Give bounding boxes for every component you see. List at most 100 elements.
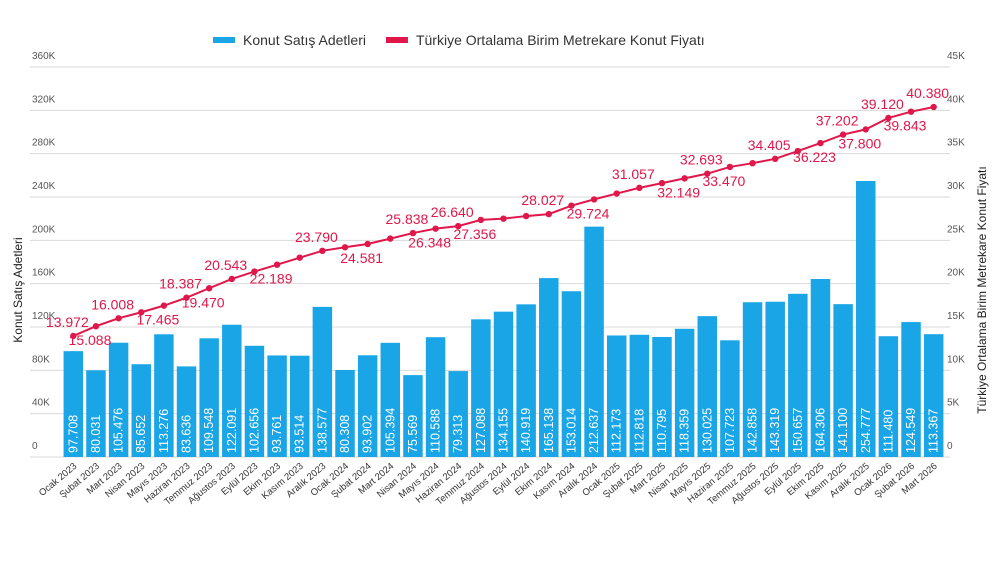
bar-value-label: 140.919 [519,408,533,453]
line-point [658,179,666,187]
bar [380,342,401,457]
bar-value-label: 111.480 [881,410,895,453]
y-axis-title: Konut Satış Adetleri [11,237,25,342]
line-value-label: 22.189 [250,271,293,287]
bar-value-label: 112.173 [610,409,624,453]
legend-swatch [385,37,408,43]
line-point [681,175,688,182]
y-tick-label: 280K [32,138,56,149]
line-point [296,254,303,261]
line-point [183,294,190,301]
line-value-label: 16.008 [91,296,134,312]
bar-value-label: 141.100 [836,408,850,453]
line-value-label: 39.120 [861,96,904,112]
bar-value-label: 212.637 [587,408,601,453]
bar-value-label: 142.858 [746,408,760,453]
line-point [522,212,530,220]
bar-value-label: 124.549 [904,408,918,453]
y-tick-label: 80K [32,354,50,365]
line-value-label: 26.348 [408,235,451,251]
bar [63,351,84,457]
line-point [92,323,100,330]
bar [856,180,876,457]
bar-value-label: 75.569 [406,415,420,453]
bar [154,334,174,457]
line-value-label: 32.693 [680,152,723,168]
bar [108,342,129,457]
bar-value-label: 118.359 [678,409,692,453]
bar [267,355,287,457]
line-value-label: 40.380 [906,85,949,101]
y-tick-label: 360K [32,51,56,62]
bar [493,311,514,457]
bar-value-label: 143.319 [768,408,782,453]
y2-tick-label: 5K [947,398,960,409]
bar [471,319,491,457]
line-point [251,268,258,275]
bar [833,304,853,457]
line-point [930,103,937,111]
bar [289,355,310,457]
line-point [545,210,552,218]
line-value-label: 23.790 [295,229,338,245]
bar-value-label: 105.394 [383,408,397,453]
y2-tick-label: 35K [947,138,965,149]
line-value-label: 34.405 [748,137,791,153]
y-tick-label: 0 [32,441,38,452]
bar [606,335,627,457]
y2-tick-label: 10K [947,354,965,365]
bar-value-label: 102.656 [247,408,261,453]
line-point [613,190,620,197]
bar [86,370,106,457]
line-point [590,196,598,203]
bar-value-label: 130.025 [700,408,714,453]
line-point [319,247,326,255]
bar [199,338,219,457]
bar [697,316,718,457]
bar-value-label: 254.777 [859,408,873,453]
bar [901,322,921,457]
line-value-label: 28.027 [521,192,564,208]
bar-value-label: 93.902 [361,415,375,453]
y2-tick-label: 30K [947,181,965,192]
line-value-label: 36.223 [793,149,836,165]
line-point [568,202,575,209]
y2-tick-label: 20K [947,268,965,279]
y2-tick-label: 45K [947,51,965,62]
bar-value-label: 110.795 [655,409,669,453]
bar [765,301,785,457]
line-point [817,139,824,147]
legend-label: Türkiye Ortalama Birim Metrekare Konut F… [416,32,705,48]
y-tick-label: 40K [32,398,50,409]
bar-value-label: 122.091 [225,408,239,453]
bar-value-label: 83.636 [180,415,194,453]
line-point [432,225,439,232]
bar [674,328,695,457]
bar-value-label: 85.652 [134,415,148,453]
bar [720,340,740,457]
bar [131,364,151,457]
line-point [771,155,779,163]
bar [403,375,423,457]
bar [244,345,265,457]
line-point [138,309,145,316]
line-value-label: 24.581 [340,250,383,266]
bar-value-label: 134.155 [497,408,511,453]
line-point [636,184,643,192]
line-point [885,114,892,122]
bar [878,336,899,457]
line-value-label: 32.149 [657,184,700,200]
y2-tick-label: 40K [947,94,965,105]
line-point [726,163,734,171]
bar [425,337,446,457]
line-point [839,131,847,138]
line-value-label: 15.088 [69,332,112,348]
line-value-label: 31.057 [612,166,655,182]
y2-tick-label: 25K [947,224,965,235]
y-tick-label: 240K [32,181,56,192]
bar-value-label: 97.708 [66,415,80,453]
bar [222,324,242,457]
line-point [749,160,756,167]
bar-value-label: 80.308 [338,415,352,453]
line-value-label: 17.465 [136,312,179,328]
